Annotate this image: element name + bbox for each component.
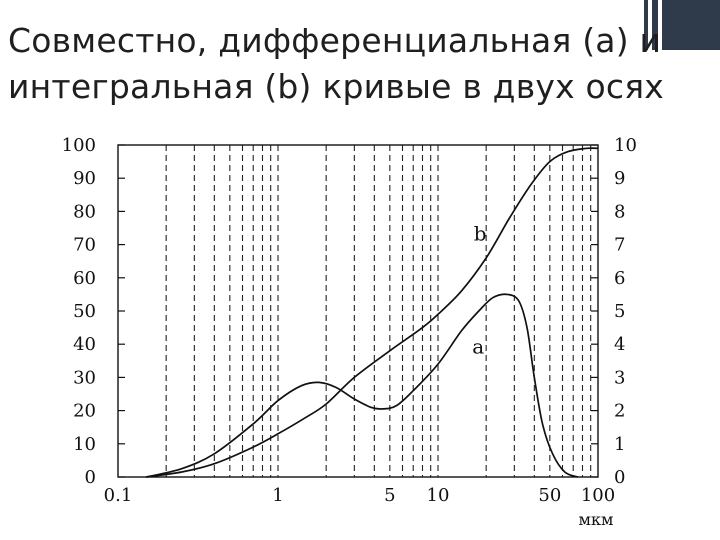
- left-tick-label: 20: [73, 401, 96, 422]
- slide-title: Совместно, дифференциальная (a) и интегр…: [8, 18, 718, 110]
- curve-label-a: a: [472, 335, 484, 359]
- x-tick-label: 5: [384, 485, 395, 506]
- curve-labels: ba: [472, 222, 486, 359]
- decorative-corner-bar: [644, 0, 720, 50]
- series-group: [145, 147, 599, 478]
- series-line-b: [146, 147, 599, 478]
- left-tick-label: 50: [73, 301, 96, 322]
- grid-lines: [165, 145, 592, 477]
- x-tick-label: 50: [538, 485, 561, 506]
- right-tick-label: 2: [614, 401, 625, 422]
- left-tick-label: 100: [62, 135, 96, 156]
- left-tick-label: 70: [73, 235, 96, 256]
- right-tick-label: 4: [614, 334, 625, 355]
- curve-label-b: b: [474, 222, 487, 246]
- right-tick-label: 10: [614, 135, 637, 156]
- left-tick-label: 30: [73, 367, 96, 388]
- x-tick-label: 0.1: [104, 485, 133, 506]
- x-axis-unit: мкм: [579, 510, 614, 529]
- right-tick-label: 8: [614, 201, 625, 222]
- left-tick-label: 0: [85, 467, 96, 488]
- x-tick-label: 10: [427, 485, 450, 506]
- right-tick-label: 1: [614, 434, 625, 455]
- plot-frame: [117, 144, 599, 478]
- x-tick-label: 1: [272, 485, 283, 506]
- right-axis-ticks: 0 1 2 3 4 5 6 7 8 9 10: [591, 135, 637, 488]
- x-axis-ticks: 0.1 1 5 10 50 100: [104, 485, 616, 506]
- right-tick-label: 9: [614, 168, 625, 189]
- slide-title-line-1: Совместно, дифференциальная (a) и: [8, 21, 662, 60]
- left-tick-label: 40: [73, 334, 96, 355]
- right-tick-label: 3: [614, 367, 625, 388]
- slide-title-line-2: интегральная (b) кривые в двух осях: [8, 67, 665, 106]
- right-tick-label: 0: [614, 467, 625, 488]
- x-tick-label: 100: [581, 485, 615, 506]
- left-tick-label: 10: [73, 434, 96, 455]
- right-tick-label: 7: [614, 235, 625, 256]
- plot-border: [117, 144, 599, 478]
- right-tick-label: 6: [614, 268, 625, 289]
- left-tick-label: 90: [73, 168, 96, 189]
- left-tick-label: 60: [73, 268, 96, 289]
- right-tick-label: 5: [614, 301, 625, 322]
- left-axis-ticks: 0 10 20 30 40 50 60 70 80 90 100: [62, 135, 125, 488]
- series-line-a: [145, 293, 579, 478]
- left-tick-label: 80: [73, 201, 96, 222]
